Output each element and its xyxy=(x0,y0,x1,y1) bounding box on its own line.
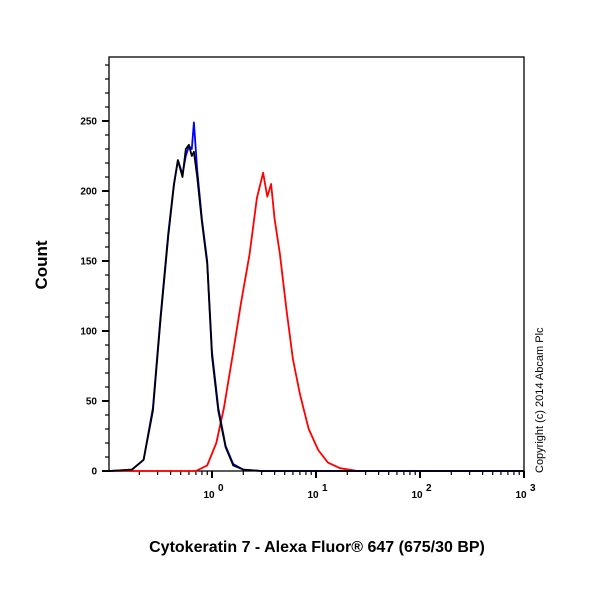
x-tick-label: 10 xyxy=(515,490,527,501)
y-tick-label: 150 xyxy=(80,257,97,268)
x-axis-label: Cytokeratin 7 - Alexa Fluor® 647 (675/30… xyxy=(149,539,485,556)
x-tick-label: 10 xyxy=(307,490,319,501)
series-line xyxy=(109,171,524,472)
x-tick-exponent: 0 xyxy=(218,483,224,494)
y-tick-label: 100 xyxy=(80,327,97,338)
y-tick-label: 200 xyxy=(80,187,97,198)
y-tick-label: 250 xyxy=(80,117,97,128)
series-line xyxy=(108,143,524,472)
y-axis: 0 50 100 150 200 250 xyxy=(80,64,109,478)
x-tick-exponent: 3 xyxy=(530,483,536,494)
histogram-series xyxy=(108,121,524,472)
x-tick-exponent: 1 xyxy=(322,483,328,494)
x-tick-label: 10 xyxy=(203,490,215,501)
y-tick-label: 0 xyxy=(91,467,97,478)
y-tick-label: 50 xyxy=(86,397,98,408)
plot-frame xyxy=(108,56,525,472)
x-tick-exponent: 2 xyxy=(426,483,432,494)
series-line xyxy=(108,121,524,472)
y-axis-label: Count xyxy=(32,240,51,289)
x-tick-label: 10 xyxy=(411,490,423,501)
copyright-notice: Copyright (c) 2014 Abcam Plc xyxy=(534,327,546,473)
